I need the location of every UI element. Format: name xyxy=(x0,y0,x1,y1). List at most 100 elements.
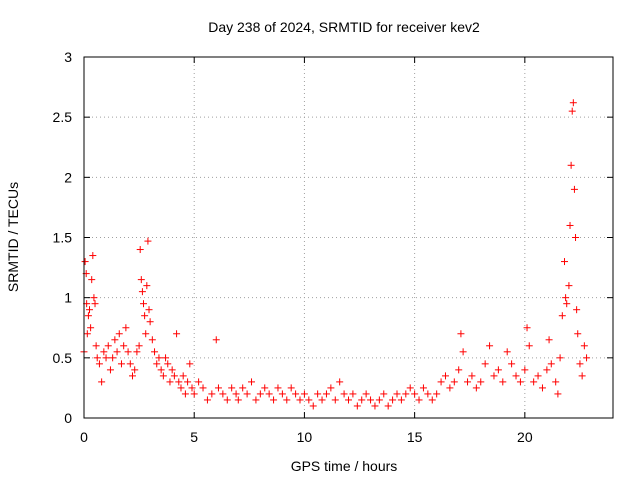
data-point xyxy=(561,258,569,266)
data-point xyxy=(91,300,99,308)
data-point xyxy=(87,324,95,332)
data-point xyxy=(402,390,410,398)
data-point xyxy=(115,330,123,338)
data-point xyxy=(173,330,181,338)
data-point xyxy=(525,342,533,350)
data-point xyxy=(574,330,582,338)
data-point xyxy=(98,378,106,386)
data-point xyxy=(106,366,114,374)
grid-lines xyxy=(84,57,613,418)
data-point xyxy=(199,384,207,392)
data-point xyxy=(580,342,588,350)
data-point xyxy=(175,378,183,386)
data-point xyxy=(437,378,445,386)
data-point xyxy=(179,372,187,380)
data-point xyxy=(164,360,172,368)
data-point xyxy=(86,306,94,314)
data-point xyxy=(136,246,144,254)
data-point xyxy=(433,390,441,398)
data-point xyxy=(219,390,227,398)
data-point xyxy=(155,354,163,362)
data-point xyxy=(375,396,383,404)
data-point xyxy=(362,390,370,398)
data-point xyxy=(252,396,260,404)
data-point xyxy=(296,396,304,404)
data-point xyxy=(314,390,322,398)
data-point xyxy=(572,234,580,241)
data-point xyxy=(181,390,189,398)
data-point xyxy=(239,384,247,392)
data-point xyxy=(300,390,308,398)
data-point xyxy=(137,276,145,284)
data-point xyxy=(143,282,151,290)
data-point xyxy=(318,396,326,404)
data-point xyxy=(89,252,97,260)
data-point xyxy=(530,378,538,386)
data-point xyxy=(562,294,570,302)
data-point xyxy=(441,372,449,380)
data-point xyxy=(287,384,295,392)
data-point xyxy=(93,354,101,362)
data-point xyxy=(446,384,454,392)
data-point xyxy=(135,342,143,350)
data-point xyxy=(578,372,586,380)
data-point xyxy=(144,237,152,245)
data-point xyxy=(428,396,436,404)
data-point xyxy=(248,378,256,386)
data-point xyxy=(450,378,458,386)
data-point xyxy=(576,360,584,368)
data-point xyxy=(384,402,392,410)
data-point xyxy=(142,330,150,338)
data-point xyxy=(380,390,388,398)
data-point xyxy=(100,348,108,356)
data-point xyxy=(371,402,379,410)
data-point xyxy=(569,99,577,107)
data-point xyxy=(464,378,472,386)
data-point xyxy=(457,330,465,338)
data-point xyxy=(455,366,463,374)
data-point xyxy=(419,384,427,392)
y-tick-label: 1.5 xyxy=(53,230,73,246)
x-tick-label: 15 xyxy=(407,429,423,445)
data-point xyxy=(208,390,216,398)
data-point xyxy=(146,318,154,326)
data-point xyxy=(508,360,516,368)
data-point xyxy=(109,354,117,362)
data-point xyxy=(228,384,236,392)
data-point xyxy=(177,384,185,392)
data-point xyxy=(261,384,269,392)
y-tick-label: 0 xyxy=(64,410,72,426)
data-point xyxy=(184,378,192,386)
data-point xyxy=(186,360,194,368)
data-point xyxy=(111,336,119,344)
data-point xyxy=(543,366,551,374)
data-point xyxy=(570,185,578,193)
axis-ticks: 0 5 10 15 20 0 0.5 1 1.5 2 2.5 3 xyxy=(53,49,613,445)
data-point xyxy=(358,396,366,404)
data-point xyxy=(256,390,264,398)
data-point xyxy=(138,288,146,296)
data-point xyxy=(292,390,300,398)
data-point xyxy=(411,390,419,398)
data-point xyxy=(145,306,153,314)
data-point xyxy=(424,390,432,398)
data-point xyxy=(477,378,485,386)
data-point xyxy=(397,396,405,404)
data-point xyxy=(521,366,529,374)
data-point xyxy=(88,276,96,284)
x-axis-label: GPS time / hours xyxy=(291,458,398,474)
data-point xyxy=(340,390,348,398)
data-point xyxy=(81,258,89,266)
data-point xyxy=(567,161,575,169)
data-point xyxy=(170,372,178,380)
data-point xyxy=(203,396,211,404)
data-point xyxy=(122,324,130,332)
data-point xyxy=(234,396,242,404)
data-point xyxy=(124,348,132,356)
data-point xyxy=(563,300,571,308)
y-tick-label: 0.5 xyxy=(53,350,73,366)
data-point xyxy=(166,378,174,386)
data-point xyxy=(415,396,423,404)
data-point xyxy=(153,360,161,368)
